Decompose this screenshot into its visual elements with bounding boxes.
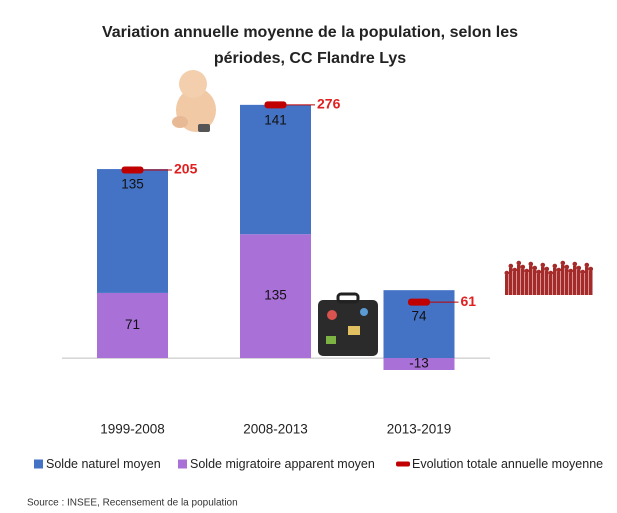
total-marker — [121, 166, 144, 174]
data-label: -13 — [409, 356, 429, 371]
crowd-head — [568, 268, 574, 274]
bar-segment — [97, 292, 168, 359]
source-note: Source : INSEE, Recensement de la popula… — [27, 498, 238, 509]
crowd-figure — [577, 270, 581, 295]
crowd-figure — [533, 270, 537, 295]
legend-swatch — [178, 459, 187, 469]
data-label: 71 — [125, 317, 140, 332]
total-label: 276 — [317, 96, 341, 112]
crowd-figure — [529, 266, 533, 295]
crowd-head — [572, 261, 578, 267]
crowd-figure — [545, 271, 549, 295]
crowd-figure — [517, 265, 521, 295]
crowd-figure — [561, 265, 565, 295]
crowd-figure — [505, 275, 509, 295]
bar-segment — [240, 234, 311, 359]
crowd-head — [508, 263, 514, 269]
crowd-head — [552, 263, 558, 269]
crowd-head — [532, 265, 538, 271]
x-tick-label: 2013-2019 — [387, 422, 452, 437]
crowd-figure — [565, 269, 569, 295]
crowd-figure — [549, 275, 553, 295]
crowd-head — [528, 261, 534, 267]
crowd-head — [512, 267, 518, 273]
crowd-figure — [573, 266, 577, 295]
data-label: 135 — [264, 288, 287, 303]
suitcase-picture — [318, 292, 378, 356]
crowd-head — [544, 266, 550, 272]
crowd-head — [580, 269, 586, 275]
crowd-head — [540, 262, 546, 268]
total-label: 205 — [174, 161, 198, 177]
bar-segment — [383, 358, 455, 370]
crowd-head — [556, 267, 562, 273]
baby-picture — [172, 70, 216, 132]
crowd-head — [560, 260, 566, 266]
crowd-head — [564, 264, 570, 270]
legend-label: Solde migratoire apparent moyen — [190, 457, 375, 471]
crowd-head — [524, 268, 530, 274]
total-marker — [408, 298, 430, 306]
crowd-figure — [581, 274, 585, 295]
total-marker — [264, 101, 287, 109]
legend-label: Evolution totale annuelle moyenne — [412, 457, 603, 471]
crowd-picture — [504, 260, 594, 295]
legend-swatch — [34, 459, 43, 469]
total-label: 61 — [461, 293, 477, 309]
chart-title: Variation annuelle moyenne de la populat… — [101, 24, 519, 67]
crowd-figure — [509, 268, 513, 295]
crowd-figure — [585, 267, 589, 295]
crowd-figure — [541, 267, 545, 295]
crowd-figure — [521, 269, 525, 295]
crowd-figure — [557, 272, 561, 295]
bar-segment — [97, 169, 168, 293]
bar-segment — [240, 104, 311, 235]
legend-label: Solde naturel moyen — [46, 457, 161, 471]
crowd-figure — [525, 273, 529, 295]
data-label: 74 — [411, 309, 427, 324]
crowd-head — [576, 265, 582, 271]
crowd-figure — [589, 271, 593, 295]
legend-swatch — [396, 461, 410, 467]
x-tick-label: 1999-2008 — [100, 422, 165, 437]
crowd-figure — [569, 273, 573, 295]
data-label: 135 — [121, 177, 144, 192]
crowd-head — [516, 260, 522, 266]
crowd-figure — [537, 274, 541, 295]
crowd-figure — [553, 268, 557, 295]
data-label: 141 — [264, 112, 287, 127]
crowd-head — [588, 266, 594, 272]
crowd-head — [536, 269, 542, 275]
crowd-head — [584, 262, 590, 268]
crowd-head — [548, 270, 554, 276]
crowd-head — [504, 270, 510, 276]
crowd-figure — [513, 272, 517, 295]
crowd-head — [520, 264, 526, 270]
x-tick-label: 2008-2013 — [243, 422, 308, 437]
